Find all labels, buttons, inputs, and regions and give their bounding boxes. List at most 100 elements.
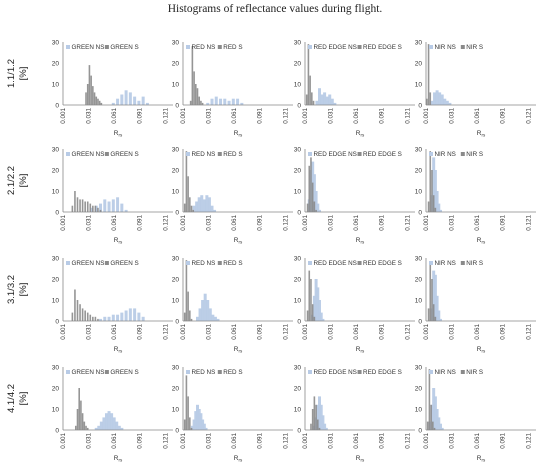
y-tick-label: 20 <box>294 386 302 393</box>
ns-bar <box>318 88 321 105</box>
y-tick-label: 20 <box>52 61 60 68</box>
y-tick-label: 10 <box>294 298 302 305</box>
x-axis-label-sub: rs <box>360 458 364 463</box>
ns-bar <box>137 312 141 321</box>
x-axis-label: Rrs <box>477 130 486 138</box>
y-tick-label: 10 <box>415 407 423 414</box>
ns-bar <box>196 404 199 430</box>
y-tick-label: 10 <box>415 189 423 196</box>
x-tick-label: 0.121 <box>282 433 289 449</box>
x-axis-label-main: R <box>356 237 361 244</box>
ns-bar <box>236 98 240 105</box>
y-tick-label: 20 <box>172 61 180 68</box>
y-tick-label: 10 <box>294 189 302 196</box>
s-bar <box>190 318 193 321</box>
ns-bar <box>203 293 207 321</box>
x-tick-label: 0.001 <box>60 108 67 124</box>
s-bar <box>432 304 435 321</box>
s-bar <box>187 176 189 212</box>
x-tick-label: 0.001 <box>302 108 309 124</box>
histogram-panel: 0 10 20 30 0.001 0.031 0.061 0.091 0.121 Rrs NIR N… <box>415 256 536 354</box>
legend-label: NIR S <box>466 369 483 376</box>
ns-bar <box>316 203 320 212</box>
s-bar <box>90 75 92 105</box>
y-tick-label: 30 <box>52 365 60 372</box>
x-tick-label: 0.121 <box>404 108 411 124</box>
s-bar <box>311 304 314 321</box>
y-tick-label: 10 <box>52 189 60 196</box>
row-label: 3.1/3.2[%] <box>6 275 29 304</box>
legend-swatch <box>104 261 109 265</box>
ns-bar <box>202 199 206 212</box>
y-tick-label: 10 <box>172 189 180 196</box>
s-bar <box>189 417 191 430</box>
row-label-text: 4.1/4.2 <box>6 384 17 413</box>
ns-bar <box>206 102 210 105</box>
ns-bar <box>103 199 107 212</box>
ns-bar <box>133 96 137 105</box>
x-axis-label-sub: rs <box>481 133 485 138</box>
ns-bar <box>325 96 329 105</box>
x-tick-label: 0.001 <box>423 324 430 340</box>
ns-bar <box>430 404 434 430</box>
y-tick-label: 20 <box>415 61 423 68</box>
ns-bar <box>319 312 323 321</box>
x-tick-label: 0.091 <box>500 108 507 124</box>
x-tick-label: 0.061 <box>231 108 238 124</box>
ns-bar <box>116 314 120 321</box>
s-bar <box>185 151 188 212</box>
s-bar <box>433 427 436 430</box>
ns-bar <box>94 427 98 430</box>
x-axis-label-main: R <box>477 455 482 462</box>
ns-bar <box>433 170 437 212</box>
ns-bar <box>433 396 437 430</box>
legend-swatch <box>217 45 222 49</box>
s-bar <box>306 310 309 321</box>
legend-label: GREEN NS <box>72 260 105 267</box>
x-tick-label: 0.061 <box>111 215 118 231</box>
ns-bar <box>120 203 124 212</box>
y-tick-label: 0 <box>418 319 422 326</box>
legend-label: RED NS <box>192 151 216 158</box>
ns-bar <box>205 195 209 212</box>
x-axis-label: Rrs <box>114 455 123 463</box>
x-axis-label: Rrs <box>477 346 486 354</box>
y-tick-label: 10 <box>172 82 180 89</box>
x-tick-label: 0.091 <box>137 433 144 449</box>
y-tick-label: 30 <box>294 256 302 263</box>
ns-bar <box>323 92 327 105</box>
legend-swatch <box>186 152 190 156</box>
legend-swatch <box>104 370 109 374</box>
s-bar <box>81 308 84 321</box>
ns-bar <box>204 427 208 430</box>
s-bar <box>429 151 432 212</box>
y-tick-label: 0 <box>297 319 301 326</box>
histogram-panel: 0 10 20 30 0.001 0.031 0.061 0.091 0.121 Rrs RED E… <box>294 256 415 354</box>
ns-bar <box>440 427 444 430</box>
s-bar <box>311 92 313 105</box>
s-bar <box>427 44 430 105</box>
ns-bar <box>435 409 439 430</box>
legend-label: RED EDGE NS <box>314 44 357 51</box>
s-bar <box>313 201 316 212</box>
ns-bar <box>227 100 231 105</box>
x-tick-label: 0.031 <box>328 215 335 231</box>
x-tick-label: 0.091 <box>257 433 264 449</box>
legend-label: NIR NS <box>435 260 456 267</box>
y-tick-label: 0 <box>175 319 179 326</box>
y-tick-label: 0 <box>55 210 59 217</box>
histogram-panel: 0 10 20 30 0.001 0.031 0.061 0.091 0.121 Rrs GREEN… <box>52 147 173 245</box>
s-bar <box>200 100 202 105</box>
x-tick-label: 0.061 <box>353 324 360 340</box>
x-axis-label-sub: rs <box>481 240 485 245</box>
ns-bar <box>115 421 119 430</box>
ns-bar <box>117 425 121 430</box>
ns-bar <box>107 411 111 430</box>
histogram-panel: 0 10 20 30 0.001 0.031 0.061 0.091 0.121 Rrs NIR N… <box>415 147 536 245</box>
row-unit-text: [%] <box>18 392 29 406</box>
ns-bar <box>107 201 111 212</box>
y-tick-label: 30 <box>172 147 180 154</box>
ns-bar <box>192 419 196 430</box>
ns-bar <box>316 287 320 321</box>
y-tick-label: 10 <box>294 82 302 89</box>
